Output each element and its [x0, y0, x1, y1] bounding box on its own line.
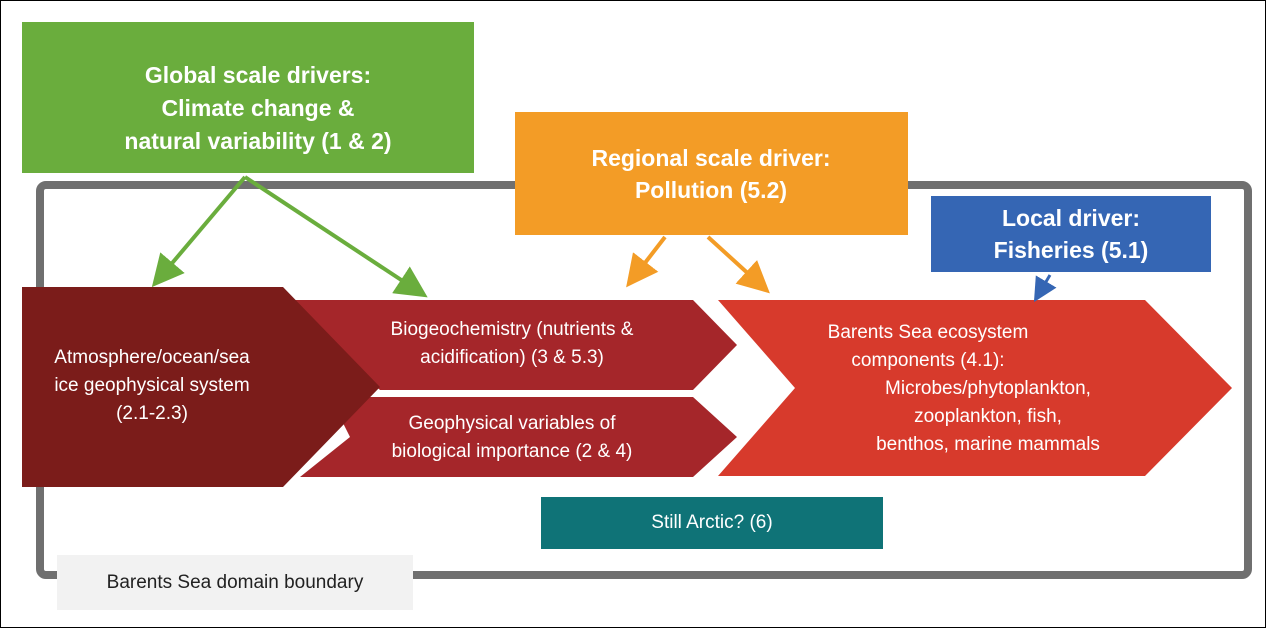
- local-label: Local driver:: [1002, 205, 1140, 231]
- ecosystem-label: Microbes/phytoplankton,: [885, 378, 1091, 399]
- local-label: Fisheries (5.1): [994, 237, 1149, 263]
- ecosystem-label: components (4.1):: [851, 350, 1004, 371]
- boundary-label-box: [57, 555, 413, 610]
- arrow: [243, 175, 428, 298]
- ecosystem-arrow: [718, 300, 1232, 476]
- arrow: [151, 175, 247, 288]
- geophysical-label: (2.1-2.3): [116, 403, 188, 424]
- biogeo-label: Biogeochemistry (nutrients &: [391, 319, 634, 340]
- arrow: [1033, 274, 1057, 303]
- regional-box: [515, 112, 908, 235]
- biogeo-arrow: [290, 300, 737, 390]
- arrow: [706, 235, 770, 294]
- ecosystem-label: benthos, marine mammals: [876, 434, 1100, 455]
- geophysical-arrow: [22, 287, 380, 487]
- regional-label: Pollution (5.2): [635, 177, 787, 203]
- global-label: Climate change &: [162, 95, 355, 121]
- geophysical-label: ice geophysical system: [54, 375, 249, 396]
- geophysical-label: Atmosphere/ocean/sea: [54, 347, 250, 368]
- local-box: [931, 196, 1211, 272]
- regional-label: Regional scale driver:: [591, 145, 830, 171]
- arrow: [626, 235, 667, 288]
- geovars-label: biological importance (2 & 4): [392, 441, 633, 462]
- labels: Global scale drivers: Climate change & nat…: [54, 62, 1148, 593]
- global-label: Global scale drivers:: [145, 62, 371, 88]
- arctic-box: [541, 497, 883, 549]
- arctic-label: Still Arctic? (6): [651, 512, 772, 533]
- global-box: [22, 22, 474, 173]
- geovars-arrow: [300, 397, 737, 477]
- boundary-label: Barents Sea domain boundary: [107, 572, 364, 593]
- geovars-label: Geophysical variables of: [409, 413, 617, 434]
- ecosystem-label: zooplankton, fish,: [914, 406, 1062, 427]
- biogeo-label: acidification) (3 & 5.3): [420, 347, 604, 368]
- global-label: natural variability (1 & 2): [124, 128, 391, 154]
- ecosystem-label: Barents Sea ecosystem: [828, 322, 1029, 343]
